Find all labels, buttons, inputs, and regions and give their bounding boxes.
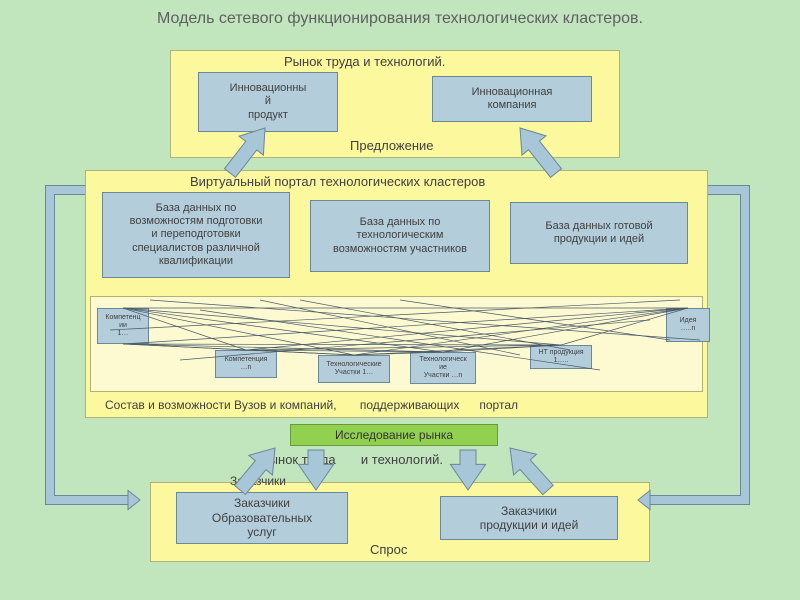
label-portal-title: Виртуальный портал технологических класт… — [190, 174, 485, 189]
panel-network — [90, 296, 703, 392]
node-research: Исследование рынка — [290, 424, 498, 446]
label-cust1-free: Заказчики — [230, 474, 286, 488]
label-portal-sub: Состав и возможности Вузов и компаний, п… — [105, 398, 518, 412]
node-cust2: Заказчики продукции и идей — [440, 496, 618, 540]
small-node-techn: Технологическ ие Участки …n — [410, 352, 476, 384]
small-node-tech1: Технологические Участки 1… — [318, 355, 390, 383]
node-db1: База данных по возможностям подготовки и… — [102, 192, 290, 278]
label-market-top: Рынок труда и технологий. — [284, 54, 445, 69]
node-innov-product: Инновационны й продукт — [198, 72, 338, 132]
small-node-comp1: Компетенц ии 1… — [97, 308, 149, 344]
small-node-prod1: НТ продукция 1….. — [530, 345, 592, 369]
small-node-idean: Идея …..n — [666, 308, 710, 342]
node-db3: База данных готовой продукции и идей — [510, 202, 688, 264]
node-innov-company: Инновационная компания — [432, 76, 592, 122]
node-cust1: Заказчики Образовательных услуг — [176, 492, 348, 544]
label-market-mid: Рынок труда и технологий. — [260, 452, 443, 467]
small-node-compn: Компетенция …n — [215, 350, 277, 378]
diagram-title: Модель сетевого функционирования техноло… — [0, 10, 800, 28]
label-offer: Предложение — [350, 138, 434, 153]
label-demand: Спрос — [370, 542, 407, 557]
node-db2: База данных по технологическим возможнос… — [310, 200, 490, 272]
